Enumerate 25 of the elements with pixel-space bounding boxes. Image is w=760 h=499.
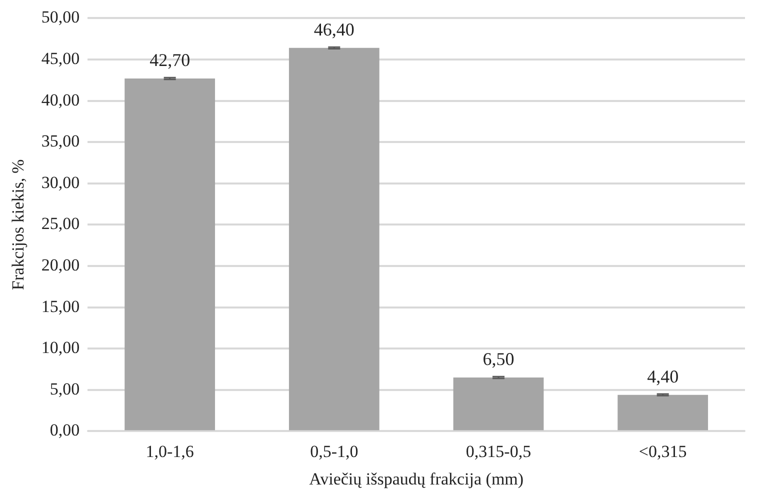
x-tick-label: 0,5-1,0	[310, 442, 358, 461]
data-label: 4,40	[647, 366, 679, 387]
bar	[453, 378, 544, 430]
y-tick-label: 40,00	[41, 90, 80, 110]
bar	[124, 78, 216, 430]
x-axis-title: Aviečių išspaudų frakcija (mm)	[309, 469, 524, 488]
x-tick-label: 1,0-1,6	[146, 442, 194, 461]
y-axis-title: Frakcijos kiekis, %	[8, 159, 28, 290]
y-tick-label: 30,00	[41, 172, 80, 192]
x-tick-label: <0,315	[638, 442, 687, 461]
bar	[618, 394, 708, 430]
y-tick-label: 15,00	[41, 296, 80, 316]
y-tick-label: 20,00	[41, 255, 80, 274]
y-tick-label: 50,00	[41, 8, 80, 27]
data-label: 6,50	[482, 349, 514, 370]
y-tick-label: 35,00	[41, 132, 80, 151]
data-label: 46,40	[314, 20, 354, 40]
data-label: 42,70	[150, 50, 190, 70]
x-tick-label: 0,315-0,5	[466, 442, 532, 461]
bar	[288, 48, 380, 430]
y-tick-label: 0,00	[50, 420, 80, 440]
y-tick-label: 5,00	[50, 379, 80, 398]
y-tick-label: 45,00	[41, 48, 80, 68]
y-tick-label: 25,00	[41, 214, 80, 234]
y-tick-label: 10,00	[41, 338, 80, 358]
